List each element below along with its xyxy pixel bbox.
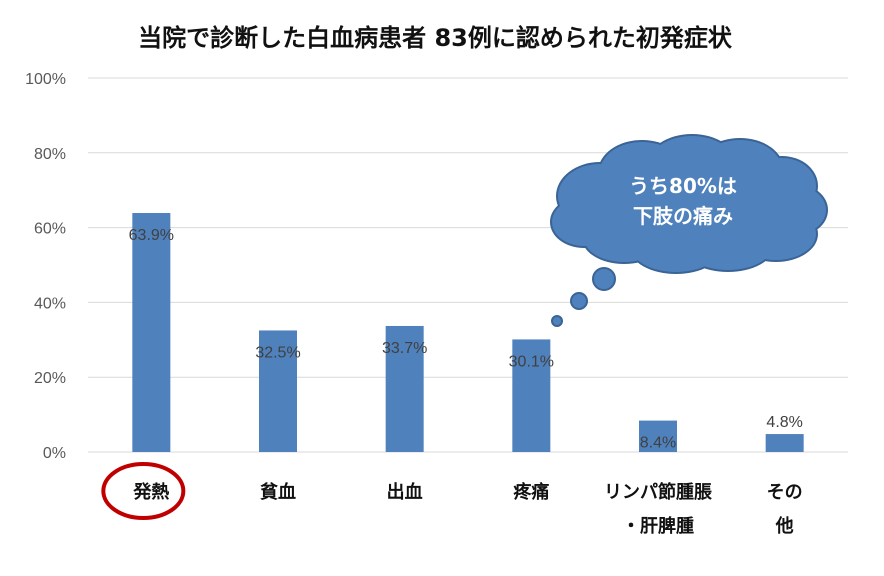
y-tick-label: 20% bbox=[34, 370, 66, 387]
x-tick-label: リンパ節腫脹 bbox=[604, 481, 712, 503]
data-label: 4.8% bbox=[766, 414, 802, 431]
data-label: 30.1% bbox=[509, 353, 554, 370]
cloud-tail-bubble bbox=[570, 292, 588, 310]
x-tick-label: 他 bbox=[775, 515, 794, 537]
x-tick-label: 疼痛 bbox=[513, 481, 549, 503]
x-tick-label: その bbox=[767, 482, 803, 503]
annotation-text: 下肢の痛み bbox=[633, 204, 733, 228]
y-tick-label: 60% bbox=[34, 221, 66, 238]
bar bbox=[765, 434, 804, 452]
y-axis-tick-labels: 0% 20% 40% 60% 80% 100% bbox=[25, 71, 66, 462]
data-label: 8.4% bbox=[640, 435, 676, 452]
x-tick-label: 発熱 bbox=[132, 481, 169, 503]
y-tick-label: 100% bbox=[25, 71, 66, 88]
bar bbox=[639, 420, 677, 452]
bar bbox=[385, 325, 424, 452]
x-tick-label: 出血 bbox=[387, 481, 423, 503]
cloud-tail-bubble bbox=[592, 267, 616, 291]
y-tick-label: 0% bbox=[43, 445, 66, 462]
data-labels: 63.9% 32.5% 33.7% 30.1% 8.4% 4.8% bbox=[129, 227, 803, 452]
y-tick-label: 80% bbox=[34, 146, 66, 163]
data-label: 33.7% bbox=[382, 340, 427, 357]
cloud-tail-bubble bbox=[551, 315, 563, 327]
highlight-circle bbox=[101, 462, 186, 520]
bar bbox=[512, 339, 551, 452]
bars bbox=[132, 213, 804, 452]
annotation-text: うち80%は bbox=[629, 174, 737, 198]
x-axis-tick-labels: 発熱 貧血 出血 疼痛 リンパ節腫脹・肝脾腫 その他 bbox=[132, 481, 802, 537]
x-tick-label: ・肝脾腫 bbox=[622, 515, 694, 537]
chart-title: 当院で診断した白血病患者 83例に認められた初発症状 bbox=[138, 24, 733, 52]
gridlines bbox=[88, 77, 848, 453]
data-label: 63.9% bbox=[129, 227, 174, 244]
data-label: 32.5% bbox=[255, 344, 300, 361]
bar bbox=[132, 213, 171, 452]
x-tick-label: 貧血 bbox=[260, 481, 296, 503]
cloud-shape bbox=[550, 134, 828, 274]
bar bbox=[259, 330, 297, 452]
highlight-layer bbox=[101, 462, 186, 520]
y-tick-label: 40% bbox=[34, 295, 66, 312]
